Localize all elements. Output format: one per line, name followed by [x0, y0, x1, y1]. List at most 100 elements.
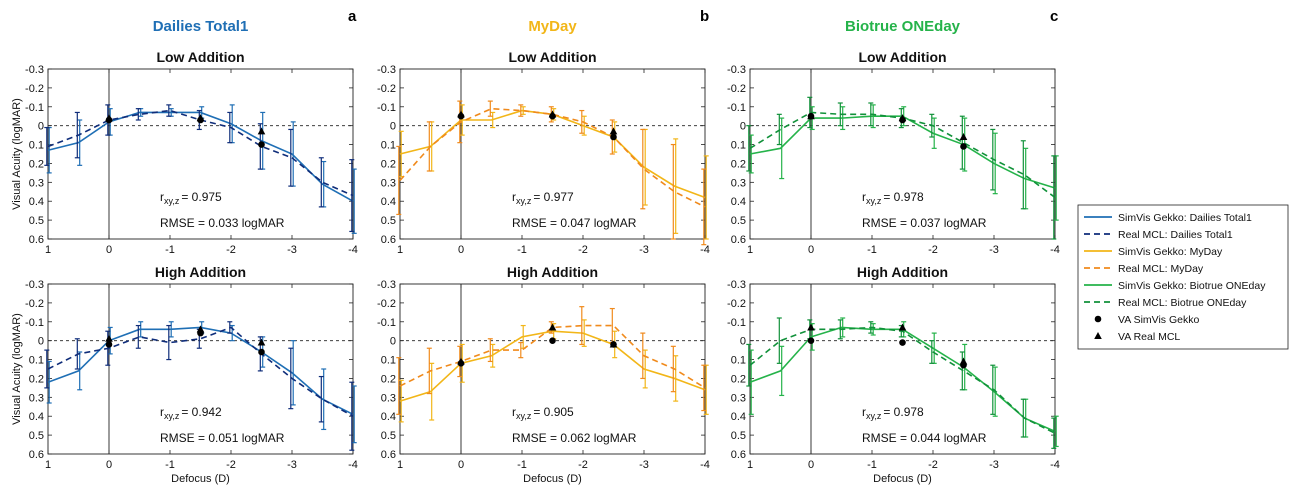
y-tick-label: 0.1: [381, 140, 396, 152]
real-mcl-line: [399, 107, 706, 208]
y-tick-label: 0.1: [29, 140, 44, 152]
y-tick-label: 0.4: [731, 411, 746, 423]
x-tick-label: 1: [45, 459, 51, 471]
real-mcl-line: [47, 326, 354, 417]
correlation-value: = 0.977: [533, 190, 574, 204]
y-tick-label: 0.1: [29, 355, 44, 367]
x-tick-label: -4: [348, 244, 358, 256]
x-tick-label: 0: [808, 244, 814, 256]
va-real-marker: [196, 325, 205, 333]
y-tick-label: 0.4: [29, 411, 44, 423]
x-tick-label: -1: [867, 459, 877, 471]
va-real-marker: [548, 110, 557, 118]
va-simvis-marker: [899, 339, 906, 346]
x-tick-label: 1: [397, 244, 403, 256]
panel-title: Low Addition: [858, 49, 946, 65]
va-real-marker: [807, 323, 815, 331]
panel-letter: a: [348, 8, 357, 25]
y-tick-label: -0.1: [727, 102, 746, 114]
legend-label: SimVis Gekko: Dailies Total1: [1118, 212, 1252, 224]
correlation-value: = 0.975: [181, 190, 222, 204]
x-tick-label: -2: [928, 244, 938, 256]
y-tick-label: 0.4: [29, 196, 44, 208]
correlation-subscript: xy,z: [164, 196, 180, 206]
panel-letter: c: [1050, 8, 1058, 25]
x-tick-label: -3: [287, 244, 297, 256]
plot-frame: [47, 283, 354, 455]
y-tick-label: 0.4: [381, 411, 396, 423]
x-tick-label: -2: [226, 459, 236, 471]
va-real-marker: [257, 127, 266, 135]
y-tick-label: -0.3: [727, 64, 746, 76]
legend-label: Real MCL: MyDay: [1118, 263, 1204, 275]
legend-label: VA Real MCL: [1118, 331, 1180, 343]
y-tick-label: 0.2: [731, 158, 746, 170]
y-tick-label: 0.3: [731, 177, 746, 189]
y-tick-label: 0.2: [731, 373, 746, 385]
x-tick-label: -3: [639, 244, 649, 256]
plot-frame: [47, 68, 354, 240]
va-simvis-marker: [258, 141, 265, 148]
y-tick-label: 0: [38, 336, 44, 348]
plot-frame: [399, 68, 706, 240]
y-tick-label: -0.3: [377, 279, 396, 291]
y-tick-label: 0.5: [29, 215, 44, 227]
simvis-line: [47, 111, 354, 202]
correlation-label: rxy,z = 0.977: [512, 190, 574, 206]
legend: SimVis Gekko: Dailies Total1 Real MCL: Da…: [1077, 204, 1289, 350]
panel-1: Low Addition -0.3 -0.2 -0.1 0 0.1 0.2 0.3 0.4 0.5…: [11, 49, 358, 256]
y-tick-label: 0.2: [381, 373, 396, 385]
x-tick-label: 0: [458, 459, 464, 471]
plot-frame: [749, 68, 1056, 240]
legend-swatch: [1094, 315, 1102, 323]
x-tick-label: 0: [808, 459, 814, 471]
rmse-label: RMSE = 0.062 logMAR: [512, 431, 637, 445]
y-tick-label: 0.5: [381, 430, 396, 442]
correlation-symbol: r: [160, 190, 164, 204]
y-tick-label: 0.6: [29, 234, 44, 246]
correlation-symbol: r: [862, 190, 866, 204]
real-mcl-line: [47, 109, 354, 197]
va-real-marker: [196, 114, 205, 122]
rmse-label: RMSE = 0.051 logMAR: [160, 431, 285, 445]
va-simvis-marker: [549, 337, 556, 344]
va-real-marker: [457, 357, 465, 365]
x-tick-label: -2: [928, 459, 938, 471]
x-tick-label: -1: [517, 244, 527, 256]
correlation-subscript: xy,z: [516, 411, 532, 421]
panel-title: Low Addition: [156, 49, 244, 65]
y-tick-label: 0.1: [731, 140, 746, 152]
y-tick-label: 0.3: [29, 392, 44, 404]
y-tick-label: 0.6: [29, 449, 44, 461]
x-tick-label: -1: [165, 244, 175, 256]
y-tick-label: 0: [740, 121, 746, 133]
correlation-label: rxy,z = 0.942: [160, 405, 222, 421]
y-tick-label: 0.3: [29, 177, 44, 189]
x-axis-label: Defocus (D): [523, 473, 582, 485]
y-tick-label: -0.1: [25, 102, 44, 114]
y-tick-label: 0: [390, 336, 396, 348]
y-tick-label: -0.3: [727, 279, 746, 291]
correlation-subscript: xy,z: [866, 411, 882, 421]
y-tick-label: 0.5: [381, 215, 396, 227]
y-tick-label: -0.1: [377, 317, 396, 329]
va-simvis-marker: [960, 143, 967, 150]
y-tick-label: -0.2: [25, 298, 44, 310]
panel-title: High Addition: [507, 264, 598, 280]
y-tick-label: -0.1: [25, 317, 44, 329]
correlation-value: = 0.978: [883, 405, 924, 419]
va-simvis-marker: [105, 341, 113, 348]
x-tick-label: -2: [578, 244, 588, 256]
va-real-marker: [105, 334, 113, 342]
simvis-line: [399, 109, 706, 199]
y-tick-label: 0.2: [381, 158, 396, 170]
panel-title: High Addition: [857, 264, 948, 280]
real-mcl-line: [749, 326, 1056, 434]
y-tick-label: 0.5: [731, 430, 746, 442]
x-axis-label: Defocus (D): [171, 473, 230, 485]
va-simvis-marker: [258, 348, 265, 356]
correlation-symbol: r: [512, 405, 516, 419]
va-real-marker: [457, 110, 465, 118]
y-tick-label: 0.3: [381, 177, 396, 189]
